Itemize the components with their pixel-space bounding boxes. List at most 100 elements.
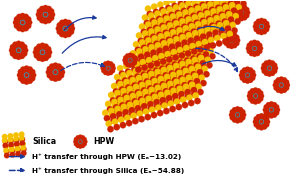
Circle shape <box>180 96 186 103</box>
Circle shape <box>120 76 127 82</box>
Circle shape <box>222 19 228 25</box>
Circle shape <box>257 26 261 30</box>
Circle shape <box>197 89 204 95</box>
Circle shape <box>152 66 158 72</box>
Circle shape <box>260 123 263 127</box>
Circle shape <box>191 33 197 39</box>
Circle shape <box>231 8 237 14</box>
Circle shape <box>264 27 269 32</box>
Circle shape <box>151 19 158 26</box>
Circle shape <box>210 8 217 15</box>
Circle shape <box>34 46 39 52</box>
Circle shape <box>33 50 38 55</box>
Circle shape <box>168 100 174 107</box>
Circle shape <box>280 84 283 86</box>
Circle shape <box>59 20 65 26</box>
Circle shape <box>37 8 42 14</box>
Circle shape <box>254 27 259 32</box>
Circle shape <box>232 33 237 38</box>
Circle shape <box>118 97 124 103</box>
Circle shape <box>186 20 192 26</box>
Circle shape <box>170 91 177 98</box>
Circle shape <box>118 117 124 123</box>
Circle shape <box>187 10 194 16</box>
Circle shape <box>128 58 132 62</box>
Circle shape <box>206 42 212 49</box>
Circle shape <box>195 48 201 54</box>
Circle shape <box>129 59 131 61</box>
Circle shape <box>232 40 236 44</box>
Circle shape <box>191 17 197 23</box>
Circle shape <box>147 69 153 76</box>
Circle shape <box>123 79 130 85</box>
Circle shape <box>282 88 287 93</box>
Circle shape <box>138 96 144 102</box>
Circle shape <box>158 33 164 40</box>
Circle shape <box>230 22 236 28</box>
Circle shape <box>200 18 206 24</box>
Circle shape <box>116 111 123 117</box>
Circle shape <box>133 104 140 110</box>
Circle shape <box>133 100 139 106</box>
Circle shape <box>163 88 169 94</box>
Circle shape <box>123 97 129 104</box>
Circle shape <box>228 16 234 23</box>
Circle shape <box>183 25 189 31</box>
Circle shape <box>262 114 267 119</box>
Circle shape <box>196 41 202 47</box>
Circle shape <box>282 85 286 88</box>
Circle shape <box>136 59 142 65</box>
Circle shape <box>191 59 197 66</box>
Circle shape <box>158 37 164 43</box>
Circle shape <box>230 109 235 114</box>
Circle shape <box>191 29 197 35</box>
Circle shape <box>165 21 172 27</box>
Circle shape <box>66 32 72 37</box>
Circle shape <box>131 82 138 89</box>
Circle shape <box>192 77 199 83</box>
Circle shape <box>46 14 51 18</box>
Circle shape <box>184 19 191 25</box>
Circle shape <box>254 91 258 95</box>
Circle shape <box>59 73 64 78</box>
Circle shape <box>176 45 182 52</box>
Circle shape <box>265 68 269 72</box>
Circle shape <box>195 52 201 58</box>
Circle shape <box>194 62 200 69</box>
Circle shape <box>169 86 175 92</box>
Circle shape <box>160 85 166 91</box>
Circle shape <box>220 13 226 19</box>
Circle shape <box>130 77 136 83</box>
Circle shape <box>23 14 29 19</box>
Circle shape <box>164 78 170 84</box>
Circle shape <box>189 81 195 88</box>
Circle shape <box>277 82 281 85</box>
Circle shape <box>180 34 186 40</box>
Circle shape <box>43 44 49 49</box>
Circle shape <box>252 52 257 57</box>
Circle shape <box>176 104 182 110</box>
Circle shape <box>198 12 204 19</box>
Circle shape <box>43 12 48 17</box>
Circle shape <box>139 70 146 76</box>
Circle shape <box>188 84 194 90</box>
Circle shape <box>145 68 152 74</box>
Circle shape <box>40 47 45 51</box>
Circle shape <box>49 64 55 69</box>
Circle shape <box>141 107 148 113</box>
Circle shape <box>203 13 209 19</box>
Circle shape <box>169 106 176 112</box>
Circle shape <box>135 109 141 115</box>
Circle shape <box>265 24 270 29</box>
Circle shape <box>165 94 171 100</box>
Circle shape <box>124 115 131 121</box>
Circle shape <box>224 41 229 46</box>
Circle shape <box>191 75 197 81</box>
Circle shape <box>83 137 87 141</box>
Circle shape <box>206 62 213 68</box>
Circle shape <box>218 12 225 18</box>
Circle shape <box>209 53 215 60</box>
Circle shape <box>156 20 163 26</box>
Circle shape <box>116 99 123 105</box>
Circle shape <box>147 89 154 95</box>
